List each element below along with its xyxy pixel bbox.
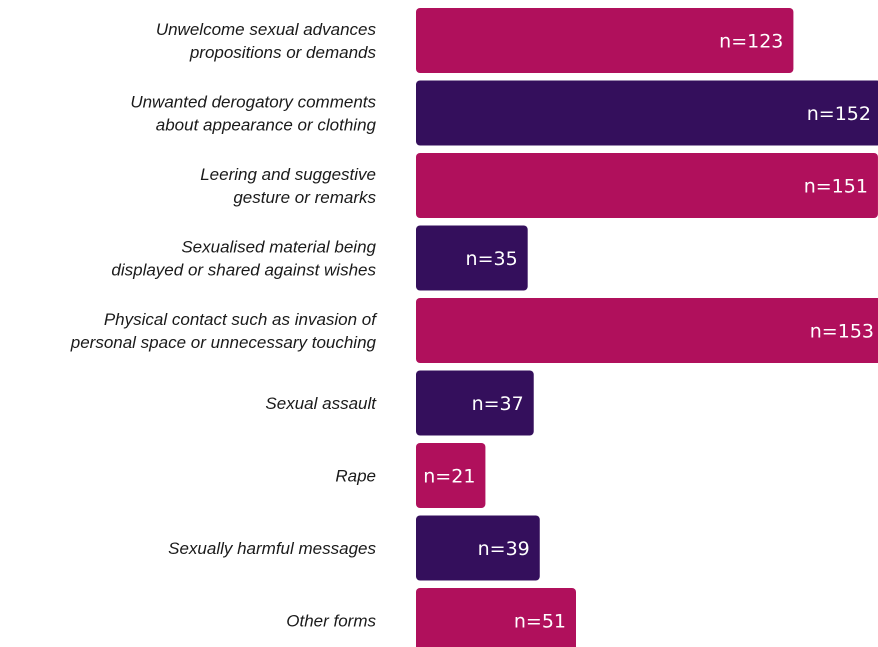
category-label-line: personal space or unnecessary touching [70,333,377,352]
category-label-line: about appearance or clothing [156,116,377,135]
category-label-line: Sexual assault [265,394,377,413]
bar-2 [416,80,878,146]
bar-8 [416,515,540,581]
category-label: Rape [335,467,376,486]
category-label-line: Sexually harmful messages [168,539,376,558]
bar-9 [416,588,576,647]
category-label-line: Unwelcome sexual advances [156,20,377,39]
category-label-line: gesture or remarks [233,188,376,207]
bar-1 [416,8,794,73]
category-label: Leering and suggestive gesture or remarks [200,165,376,207]
category-label-line: Sexualised material being [181,238,376,257]
bar-5 [416,298,878,363]
category-label: Sexually harmful messages [168,539,376,558]
bar-value-label: n=151 [804,176,868,198]
category-label-line: Unwanted derogatory comments [130,93,376,112]
bar-4 [416,225,528,291]
category-label-line: displayed or shared against wishes [111,261,376,280]
category-label: Unwanted derogatory comments about appear… [130,93,376,135]
category-label-line: Rape [335,467,376,486]
category-label: Other forms [286,612,376,631]
category-label-line: Physical contact such as invasion of [104,310,378,329]
bar-value-label: n=39 [478,538,530,560]
bar-value-label: n=35 [466,248,518,270]
category-label: Sexual assault [265,394,377,413]
category-label-line: Other forms [286,612,376,631]
bar-value-label: n=153 [810,321,874,343]
bar-value-label: n=51 [514,611,566,633]
category-label-line: propositions or demands [189,43,377,62]
category-label: Physical contact such as invasion of pers… [70,310,379,352]
category-label-line: Leering and suggestive [200,165,376,184]
bars: n=123 n=152 n=151 n=35 n=153 n=37 n=21 n=39 n=51 [416,8,878,647]
bar-3 [416,153,878,218]
category-labels: Unwelcome sexual advances propositions or… [70,20,379,631]
category-label: Sexualised material being displayed or sh… [111,238,376,280]
bar-value-label: n=37 [472,393,524,415]
category-label: Unwelcome sexual advances propositions or… [156,20,377,62]
bar-7 [416,443,486,508]
bar-6 [416,370,534,436]
bar-value-label: n=21 [423,466,475,488]
bar-value-label: n=123 [719,31,783,53]
bar-value-label: n=152 [807,103,871,125]
